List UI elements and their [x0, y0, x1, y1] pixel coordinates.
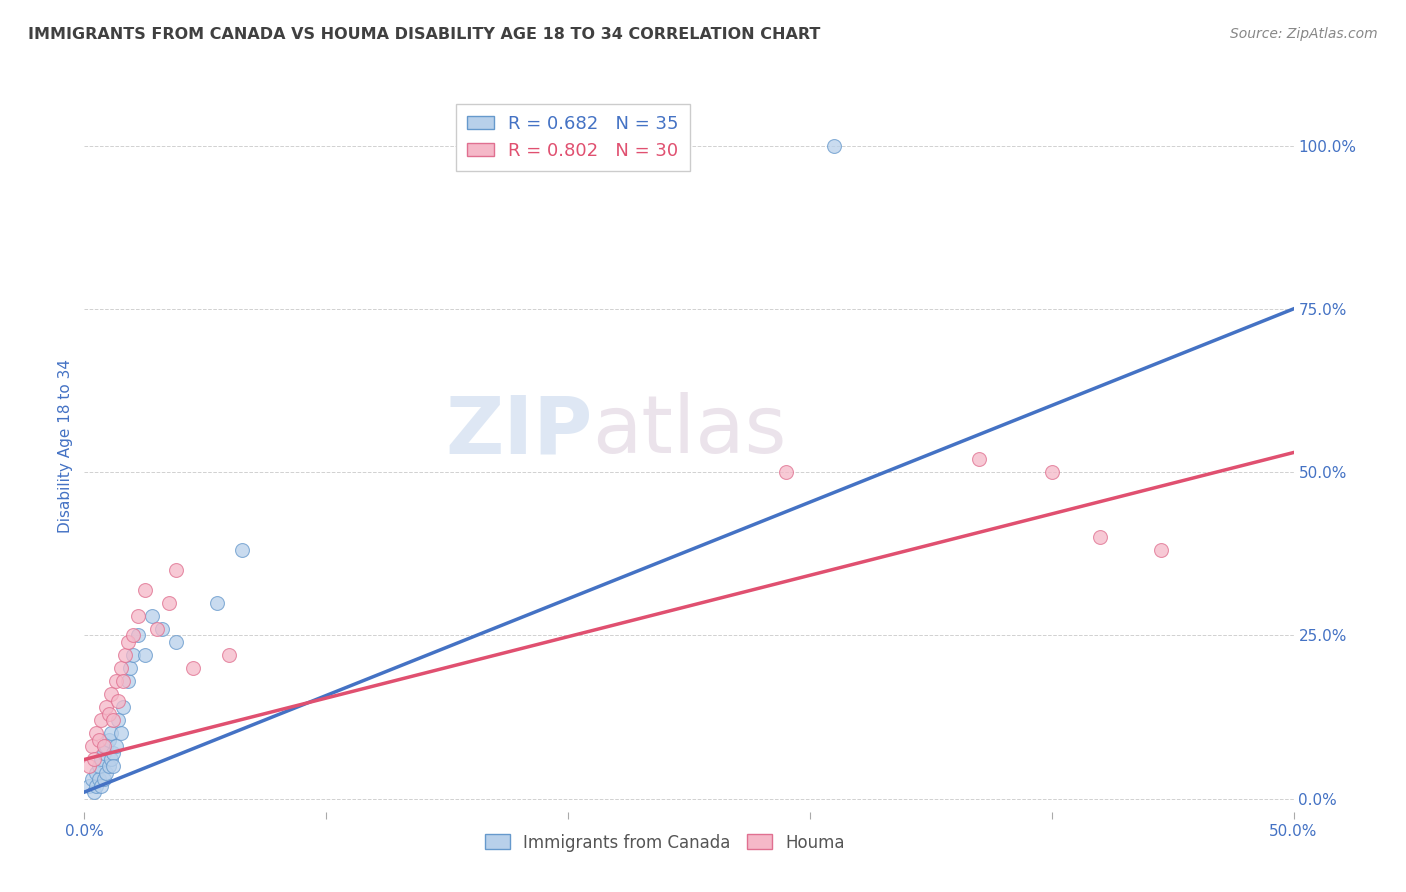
Point	[77, 759, 100, 773]
Point	[107, 714, 129, 728]
Point	[87, 772, 110, 786]
Point	[83, 752, 105, 766]
Point	[1149, 543, 1171, 558]
Point	[775, 465, 797, 479]
Point	[103, 759, 125, 773]
Point	[94, 765, 117, 780]
Point	[104, 739, 127, 754]
Point	[146, 622, 169, 636]
Point	[823, 138, 845, 153]
Point	[107, 694, 129, 708]
Point	[87, 732, 110, 747]
Point	[207, 596, 229, 610]
Point	[141, 608, 163, 623]
Point	[605, 138, 627, 153]
Text: atlas: atlas	[592, 392, 786, 470]
Point	[218, 648, 240, 662]
Point	[83, 785, 105, 799]
Point	[104, 674, 127, 689]
Point	[80, 772, 103, 786]
Point	[127, 608, 149, 623]
Point	[110, 726, 132, 740]
Point	[165, 563, 187, 577]
Point	[103, 746, 125, 760]
Point	[100, 752, 122, 766]
Point	[86, 779, 108, 793]
Point	[93, 772, 115, 786]
Point	[112, 674, 135, 689]
Point	[134, 648, 156, 662]
Point	[157, 596, 180, 610]
Point	[87, 759, 110, 773]
Point	[231, 543, 253, 558]
Point	[112, 700, 135, 714]
Text: ZIP: ZIP	[444, 392, 592, 470]
Point	[103, 714, 125, 728]
Point	[117, 635, 139, 649]
Point	[100, 726, 122, 740]
Point	[97, 732, 120, 747]
Point	[93, 739, 115, 754]
Point	[90, 714, 112, 728]
Point	[86, 765, 108, 780]
Point	[134, 582, 156, 597]
Point	[1088, 530, 1111, 544]
Point	[86, 726, 108, 740]
Point	[80, 739, 103, 754]
Point	[100, 687, 122, 701]
Point	[114, 648, 136, 662]
Y-axis label: Disability Age 18 to 34: Disability Age 18 to 34	[58, 359, 73, 533]
Point	[97, 706, 120, 721]
Point	[1040, 465, 1063, 479]
Point	[150, 622, 173, 636]
Point	[90, 752, 112, 766]
Point	[165, 635, 187, 649]
Point	[110, 661, 132, 675]
Point	[967, 452, 990, 467]
Point	[97, 759, 120, 773]
Point	[120, 661, 142, 675]
Point	[90, 779, 112, 793]
Legend: Immigrants from Canada, Houma: Immigrants from Canada, Houma	[478, 827, 852, 858]
Point	[93, 746, 115, 760]
Point	[94, 700, 117, 714]
Point	[127, 628, 149, 642]
Point	[121, 628, 143, 642]
Point	[94, 739, 117, 754]
Text: IMMIGRANTS FROM CANADA VS HOUMA DISABILITY AGE 18 TO 34 CORRELATION CHART: IMMIGRANTS FROM CANADA VS HOUMA DISABILI…	[28, 27, 821, 42]
Point	[121, 648, 143, 662]
Text: Source: ZipAtlas.com: Source: ZipAtlas.com	[1230, 27, 1378, 41]
Point	[181, 661, 204, 675]
Point	[117, 674, 139, 689]
Point	[77, 779, 100, 793]
